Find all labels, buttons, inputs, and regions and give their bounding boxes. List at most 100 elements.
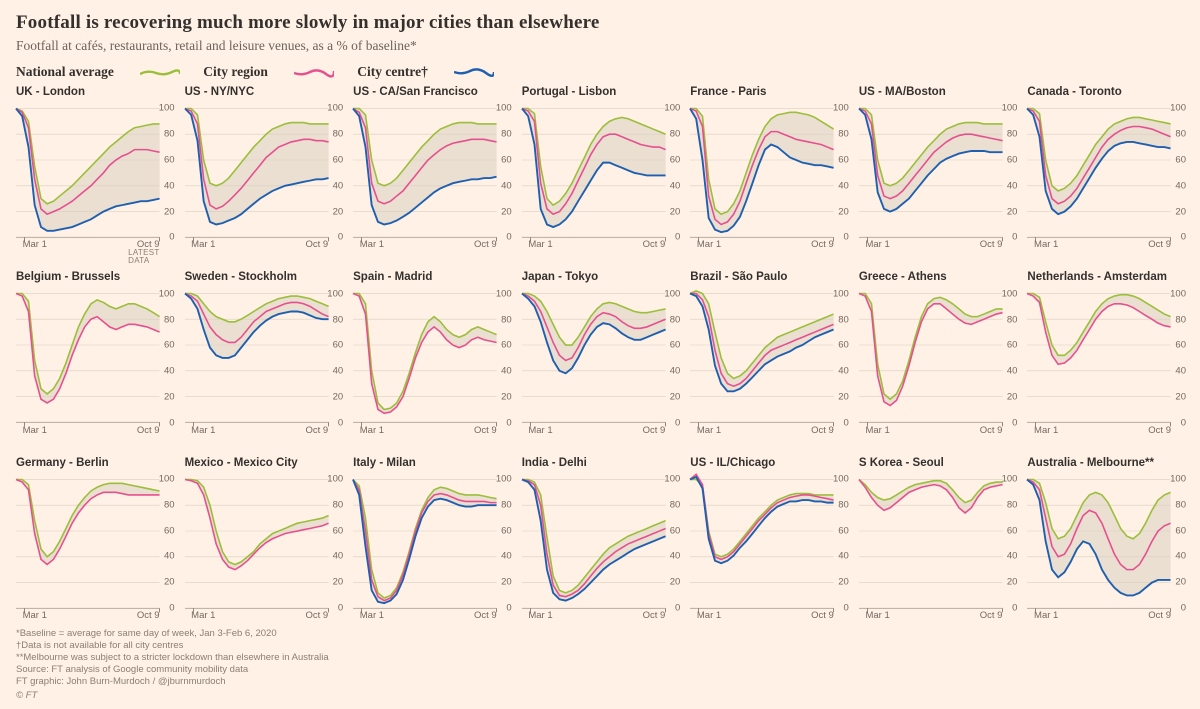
panel-title: US - IL/Chicago xyxy=(690,457,775,469)
x-tick-label: Oct 9 xyxy=(1148,239,1171,250)
x-tick-label: Oct 9 xyxy=(305,610,328,621)
y-tick-label: 100 xyxy=(327,103,343,114)
x-tick-label: Mar 1 xyxy=(697,239,721,250)
panel-plot xyxy=(522,102,666,237)
x-axis: Mar 1Oct 9 xyxy=(522,239,666,255)
legend: National average City region City centre… xyxy=(16,64,1184,80)
panel-plot xyxy=(690,473,834,608)
x-tick-label: Mar 1 xyxy=(23,610,47,621)
panel: Italy - Milan020406080100Mar 1Oct 9 xyxy=(353,457,510,626)
y-tick-label: 20 xyxy=(164,391,175,402)
y-axis: 020406080100 xyxy=(665,473,680,608)
y-tick-label: 80 xyxy=(333,499,344,510)
copyright: © FT xyxy=(16,690,1184,702)
legend-national-label: National average xyxy=(16,64,114,80)
y-tick-label: 100 xyxy=(159,474,175,485)
y-tick-label: 60 xyxy=(333,340,344,351)
y-tick-label: 60 xyxy=(838,525,849,536)
panel-title: Greece - Athens xyxy=(859,271,947,283)
chart-subtitle: Footfall at cafés, restaurants, retail a… xyxy=(16,38,1184,54)
y-tick-label: 40 xyxy=(670,366,681,377)
panel-title: S Korea - Seoul xyxy=(859,457,944,469)
y-axis: 020406080100 xyxy=(665,287,680,422)
panel: US - CA/San Francisco020406080100Mar 1Oc… xyxy=(353,86,510,255)
panel-plot xyxy=(185,102,329,237)
panel-title: Canada - Toronto xyxy=(1027,86,1121,98)
panel-title: Portugal - Lisbon xyxy=(522,86,617,98)
x-axis: Mar 1Oct 9 xyxy=(16,610,160,626)
y-tick-label: 20 xyxy=(333,206,344,217)
x-tick-label: Oct 9 xyxy=(137,425,160,436)
panel: US - IL/Chicago020406080100Mar 1Oct 9 xyxy=(690,457,847,626)
y-tick-label: 0 xyxy=(506,602,511,613)
y-tick-label: 100 xyxy=(1170,103,1186,114)
y-tick-label: 100 xyxy=(833,288,849,299)
y-axis: 020406080100 xyxy=(1002,473,1017,608)
y-axis: 020406080100 xyxy=(1002,102,1017,237)
y-axis: 020406080100 xyxy=(1171,102,1186,237)
y-tick-label: 60 xyxy=(838,340,849,351)
y-tick-label: 20 xyxy=(501,206,512,217)
y-tick-label: 100 xyxy=(159,103,175,114)
legend-centre-swatch xyxy=(454,67,494,78)
x-tick-label: Oct 9 xyxy=(1148,425,1171,436)
y-tick-label: 40 xyxy=(1175,180,1186,191)
x-axis: Mar 1Oct 9 xyxy=(690,239,834,255)
latest-data-note: LATESTDATA xyxy=(128,249,159,265)
panel-plot xyxy=(690,287,834,422)
y-tick-label: 80 xyxy=(838,314,849,325)
x-axis: Mar 1Oct 9 xyxy=(522,425,666,441)
x-axis: Mar 1Oct 9 xyxy=(1027,425,1171,441)
y-tick-label: 60 xyxy=(1007,154,1018,165)
y-tick-label: 80 xyxy=(1007,499,1018,510)
y-axis: 020406080100 xyxy=(328,473,343,608)
y-tick-label: 40 xyxy=(164,366,175,377)
y-tick-label: 100 xyxy=(833,103,849,114)
y-tick-label: 0 xyxy=(675,232,680,243)
y-tick-label: 100 xyxy=(1002,103,1018,114)
y-tick-label: 0 xyxy=(1181,417,1186,428)
y-axis: 020406080100 xyxy=(497,287,512,422)
y-axis: 020406080100 xyxy=(834,473,849,608)
y-tick-label: 20 xyxy=(670,206,681,217)
y-tick-label: 40 xyxy=(501,551,512,562)
panel-title: Brazil - São Paulo xyxy=(690,271,787,283)
panel: Spain - Madrid020406080100Mar 1Oct 9 xyxy=(353,271,510,440)
panel-plot xyxy=(859,102,1003,237)
y-tick-label: 80 xyxy=(838,129,849,140)
x-tick-label: Oct 9 xyxy=(980,425,1003,436)
y-tick-label: 20 xyxy=(333,577,344,588)
panel-plot xyxy=(185,287,329,422)
panel: India - Delhi020406080100Mar 1Oct 9 xyxy=(522,457,679,626)
panel-plot xyxy=(522,287,666,422)
y-tick-label: 60 xyxy=(501,154,512,165)
y-tick-label: 60 xyxy=(670,340,681,351)
y-axis: 020406080100 xyxy=(497,102,512,237)
x-tick-label: Mar 1 xyxy=(1034,239,1058,250)
x-tick-label: Mar 1 xyxy=(865,425,889,436)
y-tick-label: 100 xyxy=(496,474,512,485)
panel: France - Paris020406080100Mar 1Oct 9 xyxy=(690,86,847,255)
legend-national-swatch xyxy=(140,67,180,78)
x-axis: Mar 1Oct 9 xyxy=(1027,610,1171,626)
y-tick-label: 0 xyxy=(675,417,680,428)
x-tick-label: Mar 1 xyxy=(191,425,215,436)
panel: Greece - Athens020406080100Mar 1Oct 9 xyxy=(859,271,1016,440)
y-tick-label: 20 xyxy=(838,206,849,217)
y-tick-label: 40 xyxy=(1007,366,1018,377)
panel-title: Spain - Madrid xyxy=(353,271,432,283)
x-axis: Mar 1Oct 9 xyxy=(522,610,666,626)
x-tick-label: Oct 9 xyxy=(1148,610,1171,621)
x-axis: Mar 1 Oct 9 xyxy=(1027,239,1171,255)
y-tick-label: 40 xyxy=(1175,366,1186,377)
panel-title: UK - London xyxy=(16,86,85,98)
x-tick-label: Mar 1 xyxy=(23,425,47,436)
y-tick-label: 80 xyxy=(1175,129,1186,140)
panel: S Korea - Seoul020406080100Mar 1Oct 9 xyxy=(859,457,1016,626)
x-axis: Mar 1Oct 9LATESTDATA xyxy=(16,239,160,255)
y-tick-label: 0 xyxy=(844,232,849,243)
x-tick-label: Oct 9 xyxy=(643,239,666,250)
footnote-line: Source: FT analysis of Google community … xyxy=(16,664,1184,676)
panel-title: US - NY/NYC xyxy=(185,86,255,98)
y-tick-label: 80 xyxy=(164,499,175,510)
